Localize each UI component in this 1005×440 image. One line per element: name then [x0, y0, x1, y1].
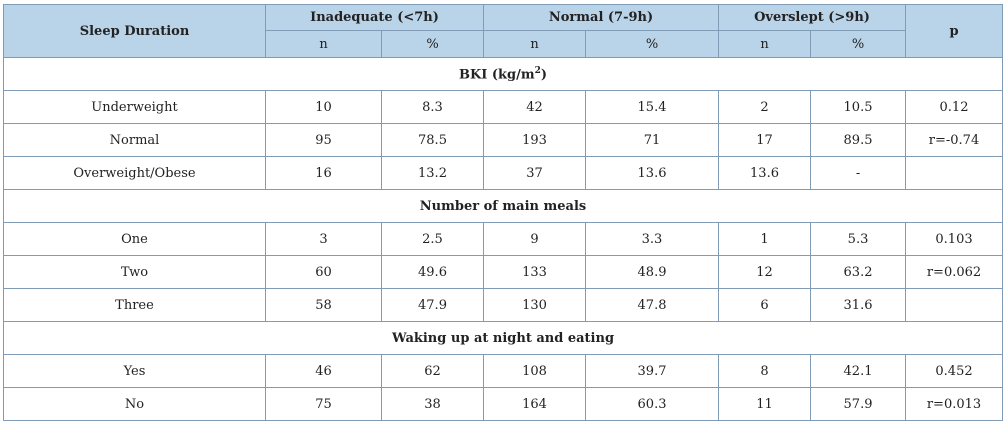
section-row: Number of main meals — [2, 189, 1004, 223]
cell-n: 75 — [265, 387, 382, 421]
cell-pct: 57.9 — [810, 387, 907, 421]
cell-p — [905, 156, 1004, 190]
header-group-inadequate: Inadequate (<7h) — [265, 4, 484, 31]
header-n: n — [718, 30, 812, 58]
table-row: Two 60 49.6 133 48.9 12 63.2 r=0.062 — [3, 255, 1004, 289]
cell-pct: 62 — [381, 354, 484, 388]
cell-n: 133 — [483, 255, 586, 289]
cell-pct: 89.5 — [810, 123, 907, 157]
cell-n: 46 — [265, 354, 382, 388]
cell-pct: 5.3 — [810, 222, 907, 256]
table-row: Normal 95 78.5 193 71 17 89.5 r=-0.74 — [3, 123, 1004, 157]
cell-p: r=0.013 — [905, 387, 1004, 421]
table-row: Overweight/Obese 16 13.2 37 13.6 13.6- — [3, 156, 1004, 190]
header-pct: % — [381, 30, 484, 58]
cell-pct: 42.1 — [810, 354, 907, 388]
cell-n: 42 — [483, 90, 586, 124]
table-row: Three 58 47.9 130 47.8 6 31.6 — [3, 288, 1004, 322]
cell-n: 6 — [718, 288, 812, 322]
section-title: Number of main meals — [2, 189, 1004, 223]
cell-n: 8 — [718, 354, 812, 388]
section-title-text: Waking up at night and eating — [391, 330, 615, 346]
cell-pct: 2.5 — [381, 222, 484, 256]
cell-pct: 13.2 — [381, 156, 484, 190]
cell-pct: 15.4 — [584, 90, 720, 124]
row-label: Three — [3, 288, 266, 322]
cell-n: 58 — [265, 288, 382, 322]
cell-pct: 31.6 — [810, 288, 907, 322]
section-title-superscript: 2 — [534, 65, 541, 76]
cell-n: 1 — [718, 222, 812, 256]
cell-pct: - — [810, 156, 907, 190]
cell-pct: 13.6 — [584, 156, 720, 190]
cell-p: r=0.062 — [905, 255, 1004, 289]
table-row: Yes 46 62 108 39.7 8 42.1 0.452 — [3, 354, 1004, 388]
header-pct: % — [584, 30, 720, 58]
cell-n: 37 — [483, 156, 586, 190]
cell-n: 10 — [265, 90, 382, 124]
section-title: Waking up at night and eating — [2, 321, 1004, 355]
cell-n: 17 — [718, 123, 812, 157]
cell-n: 12 — [718, 255, 812, 289]
row-label: Underweight — [3, 90, 266, 124]
row-label: One — [3, 222, 266, 256]
header-group-overslept: Overslept (>9h) — [718, 4, 907, 31]
cell-n: 130 — [483, 288, 586, 322]
cell-p: 0.103 — [905, 222, 1004, 256]
cell-pct: 39.7 — [584, 354, 720, 388]
cell-pct: 63.2 — [810, 255, 907, 289]
table-body: BKI (kg/m2) Underweight 10 8.3 42 15.4 2 10.5 0.… — [2, 57, 1004, 421]
row-label: Yes — [3, 354, 266, 388]
table-row: One 3 2.5 9 3.3 1 5.3 0.103 — [3, 222, 1004, 256]
cell-pct: 47.8 — [584, 288, 720, 322]
table-row: No 75 38 164 60.3 11 57.9 r=0.013 — [3, 387, 1004, 421]
cell-pct: 10.5 — [810, 90, 907, 124]
cell-pct: 78.5 — [381, 123, 484, 157]
cell-n: 9 — [483, 222, 586, 256]
cell-n: 2 — [718, 90, 812, 124]
cell-n: 95 — [265, 123, 382, 157]
section-title-text: BKI (kg/m — [458, 67, 535, 83]
cell-n: 108 — [483, 354, 586, 388]
header-group-normal: Normal (7-9h) — [482, 4, 720, 31]
section-title-text: Number of main meals — [419, 198, 587, 214]
cell-pct: 71 — [584, 123, 720, 157]
cell-n: 60 — [265, 255, 382, 289]
row-label: Overweight/Obese — [3, 156, 266, 190]
cell-n: 3 — [265, 222, 382, 256]
sleep-duration-table: Sleep Duration Inadequate (<7h) Normal (… — [2, 4, 1004, 421]
cell-pct: 48.9 — [584, 255, 720, 289]
cell-pct: 8.3 — [381, 90, 484, 124]
section-title-end: ) — [540, 67, 548, 83]
cell-n: 164 — [483, 387, 586, 421]
section-row: Waking up at night and eating — [2, 321, 1004, 355]
cell-pct: 47.9 — [381, 288, 484, 322]
cell-n: 193 — [483, 123, 586, 157]
section-title: BKI (kg/m2) — [2, 57, 1004, 91]
cell-p — [905, 288, 1004, 322]
header-n: n — [265, 30, 382, 58]
cell-pct: 3.3 — [584, 222, 720, 256]
section-row: BKI (kg/m2) — [2, 57, 1004, 91]
cell-n: 13.6 — [718, 156, 812, 190]
cell-p: 0.12 — [905, 90, 1004, 124]
cell-n: 16 — [265, 156, 382, 190]
cell-p: r=-0.74 — [905, 123, 1004, 157]
table-row: Underweight 10 8.3 42 15.4 2 10.5 0.12 — [3, 90, 1004, 124]
header-p: p — [905, 4, 1004, 58]
header-n: n — [483, 30, 586, 58]
cell-pct: 60.3 — [584, 387, 720, 421]
cell-n: 11 — [718, 387, 812, 421]
cell-pct: 49.6 — [381, 255, 484, 289]
header-pct: % — [810, 30, 907, 58]
row-label: Normal — [3, 123, 266, 157]
row-label: No — [3, 387, 266, 421]
header-sleep-duration: Sleep Duration — [3, 4, 266, 58]
cell-p: 0.452 — [905, 354, 1004, 388]
cell-pct: 38 — [381, 387, 484, 421]
row-label: Two — [3, 255, 266, 289]
